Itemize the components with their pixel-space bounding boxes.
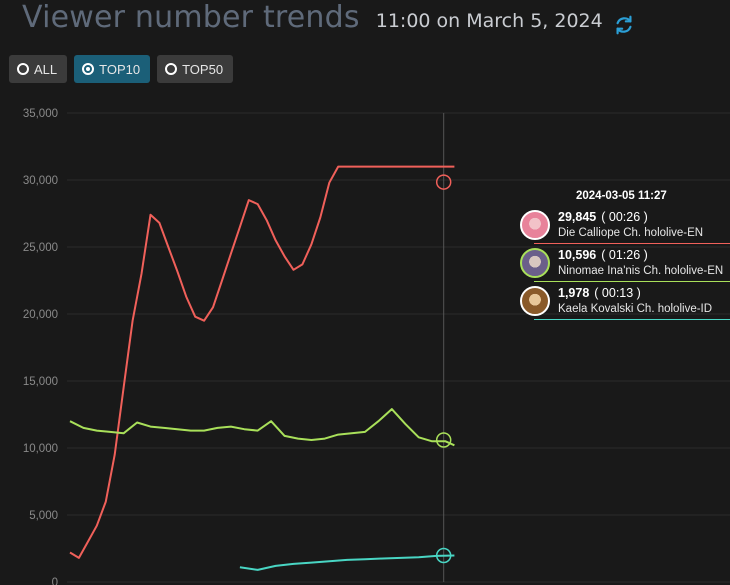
y-tick-label: 30,000: [23, 175, 58, 187]
tooltip-item: 1,978( 00:13 ) Kaela Kovalski Ch. hololi…: [520, 285, 730, 320]
chart-tooltip: 2024-03-05 11:27 29,845( 00:26 ) Die Cal…: [520, 190, 730, 323]
avatar: [520, 286, 550, 316]
tooltip-channel-name: Ninomae Ina'nis Ch. hololive-EN: [558, 265, 724, 277]
hover-marker: [435, 174, 452, 190]
radio-icon: [165, 63, 178, 75]
avatar: [520, 248, 550, 278]
page-title: Viewer number trends: [22, 0, 360, 35]
tooltip-item: 10,596( 01:26 ) Ninomae Ina'nis Ch. holo…: [520, 247, 730, 282]
header: Viewer number trends 11:00 on March 5, 2…: [22, 0, 635, 44]
filter-top10-button[interactable]: TOP10: [74, 55, 151, 83]
radio-icon: [17, 63, 29, 75]
tooltip-value: 10,596( 01:26 ): [558, 248, 648, 262]
y-tick-label: 5,000: [29, 510, 58, 522]
tooltip-underline: [534, 319, 730, 320]
hover-marker: [435, 432, 452, 448]
tooltip-channel-name: Die Calliope Ch. hololive-EN: [558, 227, 704, 239]
series-line: [239, 554, 455, 571]
refresh-icon[interactable]: [613, 14, 635, 36]
y-tick-label: 35,000: [23, 108, 58, 120]
filter-top50-button[interactable]: TOP50: [157, 55, 234, 83]
y-tick-label: 20,000: [23, 309, 58, 321]
tooltip-underline: [534, 281, 730, 282]
y-tick-label: 10,000: [23, 443, 58, 455]
tooltip-underline: [534, 243, 730, 244]
tooltip-value: 29,845( 00:26 ): [558, 210, 648, 224]
y-tick-label: 25,000: [23, 242, 58, 254]
timestamp: 11:00 on March 5, 2024: [375, 10, 603, 32]
y-tick-label: 15,000: [23, 376, 58, 388]
filter-top50-label: TOP50: [182, 61, 224, 77]
filter-group: ALL TOP10 TOP50: [9, 55, 234, 83]
filter-top10-label: TOP10: [99, 61, 141, 77]
tooltip-item: 29,845( 00:26 ) Die Calliope Ch. hololiv…: [520, 209, 730, 244]
radio-selected-icon: [82, 63, 95, 75]
series-line: [69, 408, 455, 447]
tooltip-value: 1,978( 00:13 ): [558, 286, 641, 300]
filter-all-button[interactable]: ALL: [9, 55, 68, 83]
avatar: [520, 210, 550, 240]
hover-marker: [435, 547, 452, 564]
filter-all-label: ALL: [34, 61, 58, 77]
tooltip-channel-name: Kaela Kovalski Ch. hololive-ID: [558, 303, 713, 315]
y-tick-label: 0: [52, 577, 58, 585]
tooltip-time: 2024-03-05 11:27: [576, 190, 667, 202]
series-line: [69, 165, 455, 559]
